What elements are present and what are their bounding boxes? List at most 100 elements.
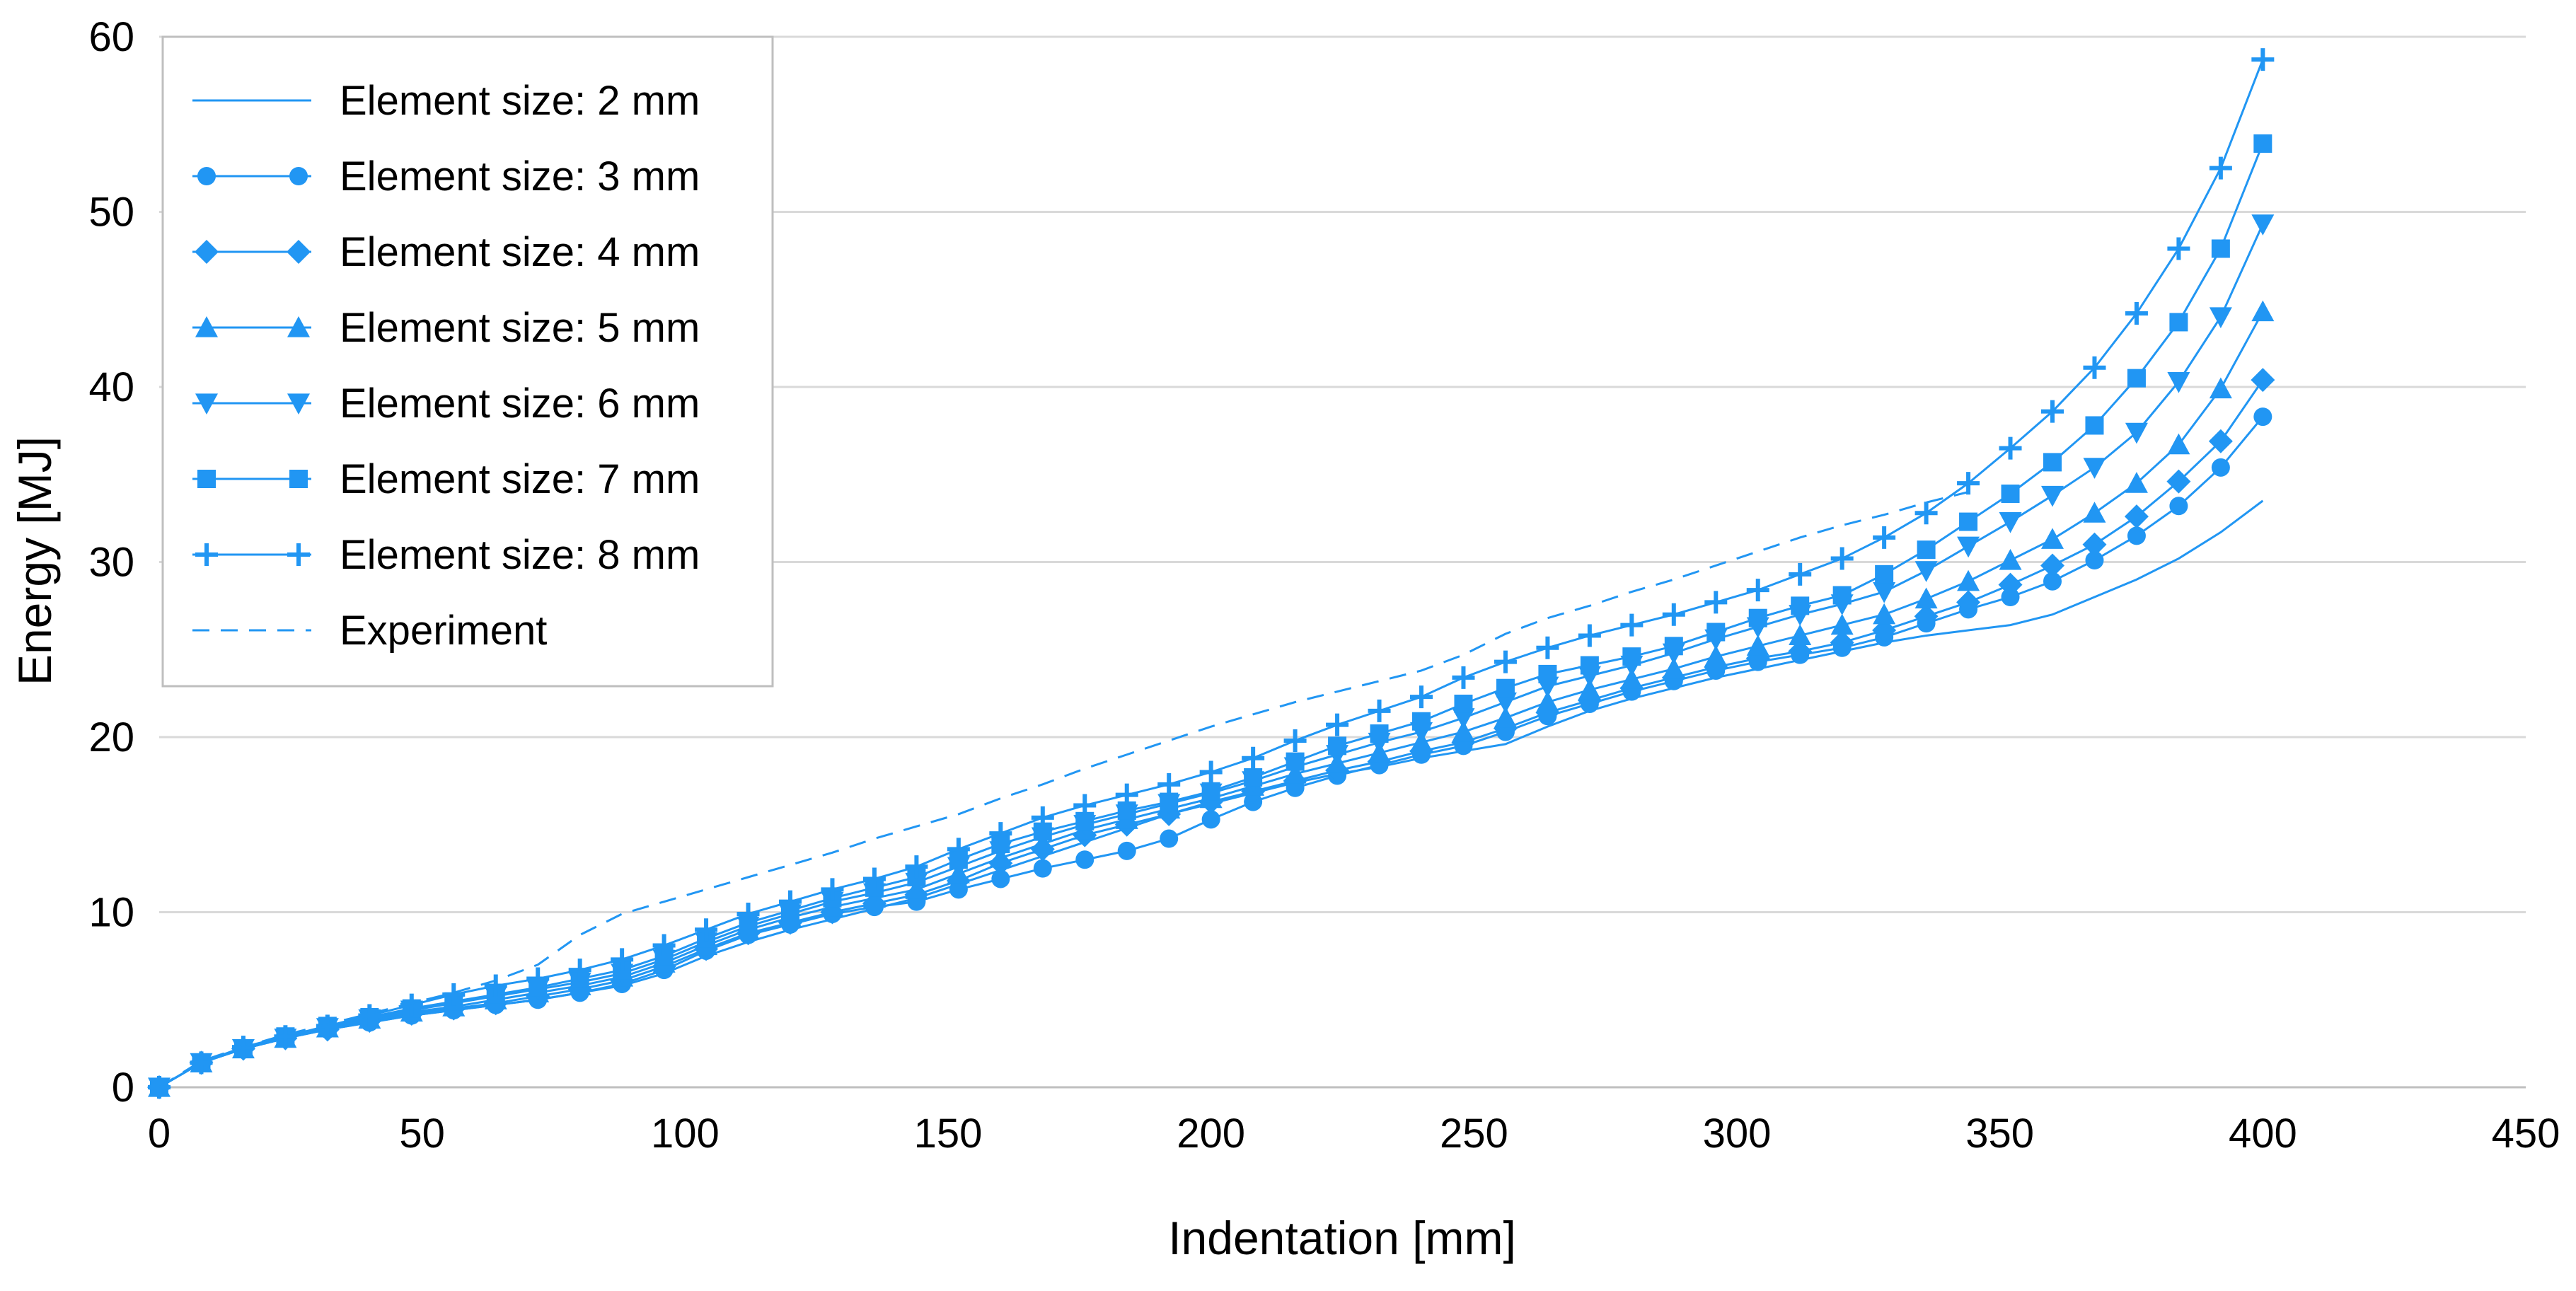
marker-square xyxy=(1832,586,1852,605)
legend-item: Element size: 8 mm xyxy=(192,532,700,578)
marker-circle xyxy=(2043,572,2062,591)
marker-plus xyxy=(862,867,886,891)
marker-plus xyxy=(1073,794,1097,817)
marker-plus xyxy=(1242,746,1265,770)
marker-triangle-up xyxy=(2083,502,2106,523)
marker-diamond xyxy=(195,240,219,264)
marker-plus xyxy=(2083,356,2106,379)
marker-triangle-down xyxy=(287,393,310,415)
y-tick-label: 20 xyxy=(88,714,134,760)
marker-diamond xyxy=(1830,630,1854,655)
marker-triangle-up xyxy=(1957,569,1980,591)
marker-square xyxy=(2001,484,2020,503)
marker-triangle-up xyxy=(2209,377,2232,399)
x-tick-label: 300 xyxy=(1703,1111,1772,1157)
marker-square xyxy=(2127,369,2146,388)
marker-plus xyxy=(652,934,676,957)
marker-square xyxy=(1244,768,1263,787)
marker-diamond xyxy=(1956,590,1981,615)
marker-triangle-up xyxy=(1620,668,1644,689)
marker-triangle-up xyxy=(1452,720,1475,742)
series-8 xyxy=(158,491,1969,1089)
legend-label: Element size: 4 mm xyxy=(340,229,700,275)
marker-plus xyxy=(1326,713,1349,736)
marker-plus xyxy=(2167,237,2190,260)
marker-plus xyxy=(1283,729,1307,752)
marker-plus xyxy=(1578,624,1601,647)
legend-item: Element size: 2 mm xyxy=(192,78,700,124)
marker-triangle-down xyxy=(1452,708,1475,729)
marker-plus xyxy=(1620,613,1644,637)
y-tick-label: 0 xyxy=(112,1065,134,1111)
legend-label: Element size: 5 mm xyxy=(340,305,700,351)
marker-plus xyxy=(358,1004,381,1027)
legend-label: Element size: 2 mm xyxy=(340,78,700,124)
marker-plus xyxy=(1999,436,2022,460)
x-tick-label: 250 xyxy=(1440,1111,1508,1157)
marker-square xyxy=(1201,782,1220,801)
marker-triangle-down xyxy=(2251,214,2275,236)
marker-triangle-down xyxy=(195,393,218,415)
marker-diamond xyxy=(2166,469,2191,494)
marker-square xyxy=(2169,313,2188,332)
marker-circle xyxy=(289,167,308,185)
marker-plus xyxy=(1031,806,1054,829)
marker-square xyxy=(1286,752,1305,771)
y-tick-label: 10 xyxy=(88,890,134,936)
marker-square xyxy=(1160,792,1179,811)
x-axis-title: Indentation [mm] xyxy=(1168,1212,1516,1264)
marker-circle xyxy=(1201,810,1220,829)
legend-item: Element size: 7 mm xyxy=(192,456,700,502)
marker-plus xyxy=(1914,502,1938,525)
marker-plus xyxy=(442,983,466,1006)
marker-triangle-up xyxy=(1914,587,1938,609)
marker-plus xyxy=(1368,699,1391,722)
marker-triangle-down xyxy=(1494,692,1517,714)
legend-label: Element size: 6 mm xyxy=(340,381,700,427)
marker-diamond xyxy=(2124,504,2149,529)
marker-plus xyxy=(737,902,760,925)
marker-plus xyxy=(821,878,844,901)
marker-plus xyxy=(2125,302,2148,325)
legend-item: Element size: 3 mm xyxy=(192,154,700,199)
x-tick-label: 200 xyxy=(1177,1111,1245,1157)
marker-diamond xyxy=(2251,368,2275,393)
marker-square xyxy=(197,470,216,488)
marker-triangle-up xyxy=(1746,635,1769,656)
y-tick-label: 30 xyxy=(88,540,134,586)
marker-plus xyxy=(1957,472,1980,495)
marker-plus xyxy=(1410,685,1433,709)
marker-diamond xyxy=(2208,429,2233,453)
marker-plus xyxy=(947,838,970,861)
marker-plus xyxy=(190,1051,213,1075)
marker-triangle-down xyxy=(2167,371,2190,393)
marker-plus xyxy=(568,959,591,982)
marker-square xyxy=(2211,239,2230,258)
series-7 xyxy=(148,48,2275,1099)
marker-plus xyxy=(1157,772,1181,796)
marker-square xyxy=(1412,712,1431,731)
marker-circle xyxy=(1117,841,1136,860)
marker-triangle-up xyxy=(2041,528,2064,549)
legend-label: Element size: 8 mm xyxy=(340,532,700,578)
marker-circle xyxy=(1033,859,1052,878)
marker-triangle-down xyxy=(1873,581,1896,603)
marker-circle xyxy=(197,167,216,185)
legend-label: Experiment xyxy=(340,608,547,654)
marker-plus xyxy=(1494,650,1517,673)
marker-triangle-up xyxy=(2251,300,2275,322)
marker-square xyxy=(1622,647,1641,666)
marker-triangle-up xyxy=(1830,613,1854,635)
marker-triangle-up xyxy=(2125,472,2148,493)
marker-diamond xyxy=(1914,604,1939,629)
legend-item: Experiment xyxy=(192,608,547,654)
marker-square xyxy=(1748,608,1767,627)
marker-diamond xyxy=(2082,532,2107,557)
marker-triangle-up xyxy=(1494,706,1517,728)
marker-circle xyxy=(1075,850,1094,869)
marker-circle xyxy=(2253,407,2272,427)
marker-plus xyxy=(1115,783,1138,806)
marker-square xyxy=(1538,664,1557,683)
marker-circle xyxy=(2001,588,2020,606)
marker-plus xyxy=(1830,547,1854,570)
